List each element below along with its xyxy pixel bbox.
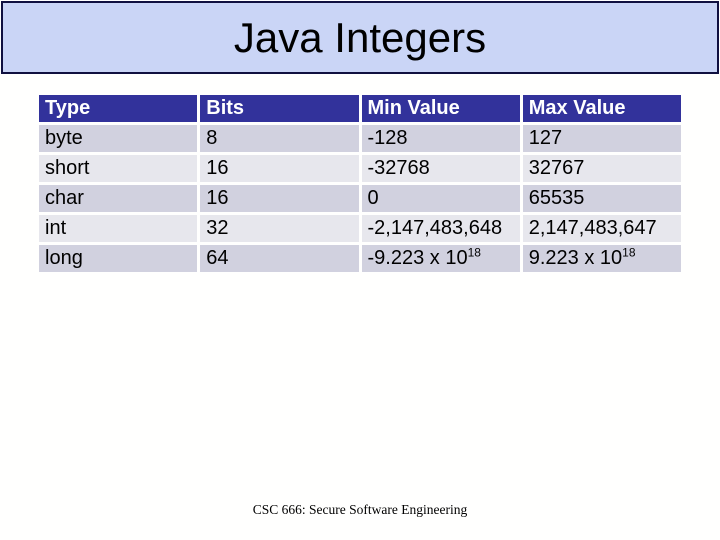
- exponent: 18: [467, 245, 481, 260]
- table-row-byte: byte 8 -128 127: [39, 125, 681, 152]
- table-cell: 32767: [522, 155, 681, 182]
- table-cell: 8: [200, 125, 359, 152]
- table-cell: int: [39, 215, 198, 242]
- table-cell: 127: [522, 125, 681, 152]
- table-cell: byte: [39, 125, 198, 152]
- table-header-row: Type Bits Min Value Max Value: [39, 95, 681, 122]
- column-header-bits: Bits: [200, 95, 359, 122]
- table-row-short: short 16 -32768 32767: [39, 155, 681, 182]
- cell-value: -9.223 x 10: [367, 247, 468, 269]
- table-cell: char: [39, 185, 198, 212]
- table-cell: 32: [200, 215, 359, 242]
- title-bar: Java Integers: [1, 1, 719, 74]
- slide-title: Java Integers: [233, 13, 487, 61]
- table-cell: 64: [200, 245, 359, 272]
- table-cell: 9.223 x 1018: [522, 245, 681, 272]
- table-cell: short: [39, 155, 198, 182]
- column-header-min-value: Min Value: [361, 95, 520, 122]
- java-integers-table: Type Bits Min Value Max Value byte 8 -12…: [36, 92, 684, 275]
- table-cell: -128: [361, 125, 520, 152]
- table-cell: long: [39, 245, 198, 272]
- column-header-type: Type: [39, 95, 198, 122]
- table-cell: -2,147,483,648: [361, 215, 520, 242]
- table-cell: -32768: [361, 155, 520, 182]
- table-row-int: int 32 -2,147,483,648 2,147,483,647: [39, 215, 681, 242]
- table-cell: -9.223 x 1018: [361, 245, 520, 272]
- table-cell: 16: [200, 155, 359, 182]
- footer-text: CSC 666: Secure Software Engineering: [252, 502, 468, 517]
- exponent: 18: [622, 245, 636, 260]
- table-cell: 0: [361, 185, 520, 212]
- column-header-max-value: Max Value: [522, 95, 681, 122]
- table-cell: 65535: [522, 185, 681, 212]
- table-row-long: long 64 -9.223 x 1018 9.223 x 1018: [39, 245, 681, 272]
- table-cell: 16: [200, 185, 359, 212]
- table-row-char: char 16 0 65535: [39, 185, 681, 212]
- table-cell: 2,147,483,647: [522, 215, 681, 242]
- cell-value: 9.223 x 10: [528, 247, 623, 269]
